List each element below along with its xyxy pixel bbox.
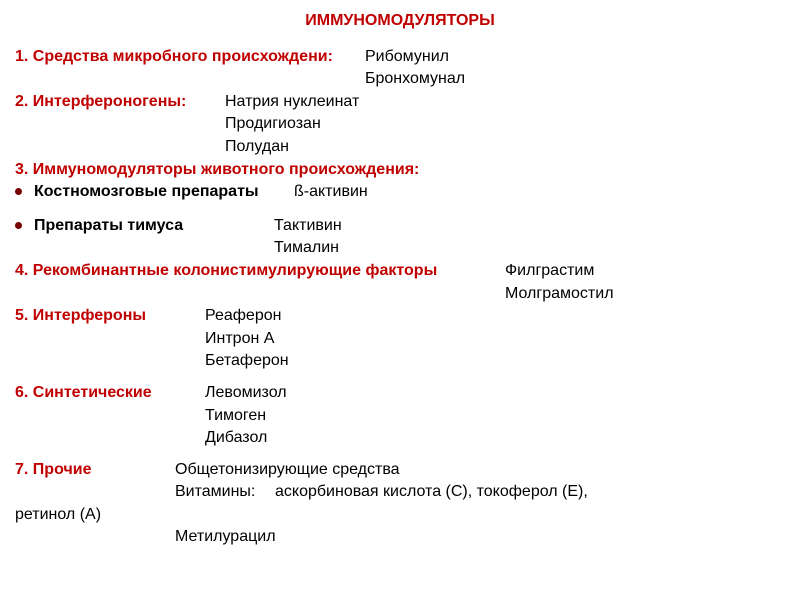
section-7-value-2b: аскорбиновая кислота (С), токоферол (Е), <box>275 481 588 503</box>
section-7-value-3: Метилурацил <box>175 526 276 548</box>
section-3-heading: 3. Иммуномодуляторы животного происхожде… <box>15 159 419 181</box>
section-6: 6. Синтетические Левомизол <box>15 382 785 404</box>
section-7-line-2c: ретинол (А) <box>15 504 785 526</box>
section-3-sub-2: Препараты тимуса Тактивин <box>15 215 785 237</box>
page-title: ИММУНОМОДУЛЯТОРЫ <box>15 10 785 32</box>
section-7-line-2: Витамины: аскорбиновая кислота (С), токо… <box>15 481 785 503</box>
section-2: 2. Интерфероногены: Натрия нуклеинат <box>15 91 785 113</box>
section-4-line-2: Молграмостил <box>15 283 785 305</box>
section-4-value-1: Филграстим <box>505 260 594 282</box>
bullet-icon <box>15 188 22 195</box>
section-4-value-2: Молграмостил <box>505 283 614 305</box>
section-7-value-1: Общетонизирующие средства <box>175 459 400 481</box>
section-5-value-1: Реаферон <box>205 305 281 327</box>
section-6-value-1: Левомизол <box>205 382 287 404</box>
section-5-value-2: Интрон А <box>205 328 274 350</box>
section-7-heading: 7. Прочие <box>15 459 175 481</box>
section-6-heading: 6. Синтетические <box>15 382 205 404</box>
section-7: 7. Прочие Общетонизирующие средства <box>15 459 785 481</box>
section-2-value-1: Натрия нуклеинат <box>225 91 359 113</box>
section-2-heading: 2. Интерфероногены: <box>15 91 225 113</box>
section-5-heading: 5. Интерфероны <box>15 305 205 327</box>
section-3: 3. Иммуномодуляторы животного происхожде… <box>15 159 785 181</box>
section-3-sub2-value-1: Тактивин <box>274 215 342 237</box>
section-6-value-3: Дибазол <box>205 427 267 449</box>
section-1-value-2: Бронхомунал <box>365 68 465 90</box>
section-3-sub1-heading: Костномозговые препараты <box>34 181 294 203</box>
section-3-sub2-value-2: Тималин <box>274 237 339 259</box>
bullet-icon <box>15 222 22 229</box>
section-5-value-3: Бетаферон <box>205 350 289 372</box>
section-7-value-2a: Витамины: <box>175 481 275 503</box>
section-4: 4. Рекомбинантные колонистимулирующие фа… <box>15 260 785 282</box>
section-1-line-2: Бронхомунал <box>15 68 785 90</box>
section-5-line-3: Бетаферон <box>15 350 785 372</box>
section-1-value-1: Рибомунил <box>365 46 449 68</box>
section-7-value-2c: ретинол (А) <box>15 504 101 526</box>
section-3-sub-2-line-2: Тималин <box>15 237 785 259</box>
section-4-heading: 4. Рекомбинантные колонистимулирующие фа… <box>15 260 505 282</box>
section-5-line-2: Интрон А <box>15 328 785 350</box>
section-5: 5. Интерфероны Реаферон <box>15 305 785 327</box>
section-7-line-3: Метилурацил <box>15 526 785 548</box>
section-3-sub2-heading: Препараты тимуса <box>34 215 274 237</box>
section-2-line-3: Полудан <box>15 136 785 158</box>
section-6-line-3: Дибазол <box>15 427 785 449</box>
section-3-sub-1: Костномозговые препараты ß-активин <box>15 181 785 203</box>
section-6-line-2: Тимоген <box>15 405 785 427</box>
section-6-value-2: Тимоген <box>205 405 266 427</box>
section-3-sub1-value-1: ß-активин <box>294 181 368 203</box>
section-1-heading: 1. Средства микробного происхождени: <box>15 46 365 68</box>
section-1: 1. Средства микробного происхождени: Риб… <box>15 46 785 68</box>
section-2-line-2: Продигиозан <box>15 113 785 135</box>
section-2-value-3: Полудан <box>225 136 289 158</box>
section-2-value-2: Продигиозан <box>225 113 321 135</box>
